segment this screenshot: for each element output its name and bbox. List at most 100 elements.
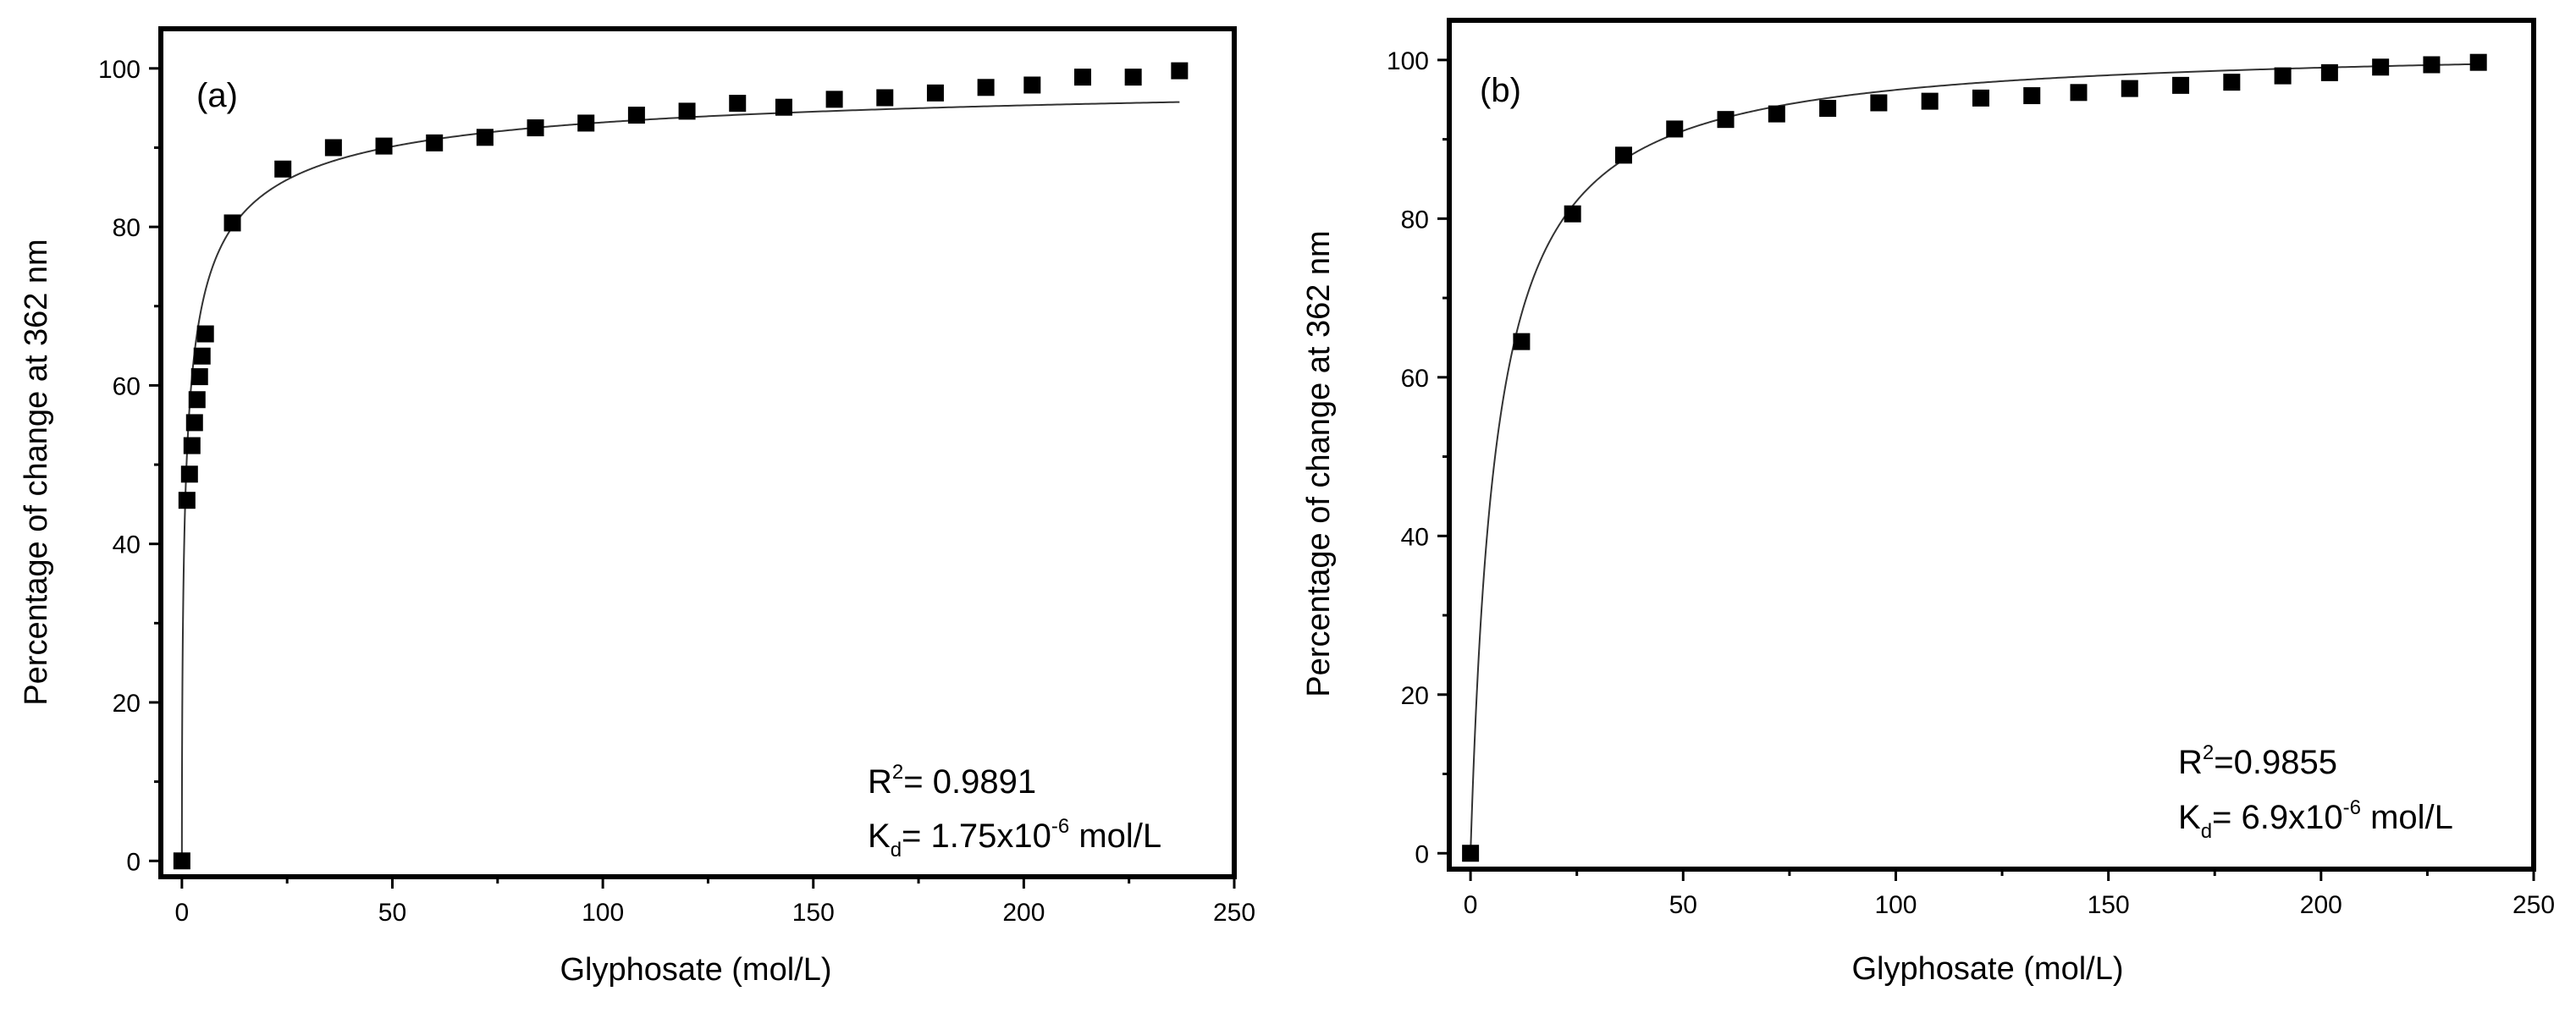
kd-exponent: -6 [1051,815,1069,838]
data-point [1462,845,1480,862]
x-tick-label: 250 [1213,899,1255,927]
data-point [577,114,595,132]
y-tick-label: 0 [1415,840,1429,868]
r2-value: =0.9855 [2214,744,2337,781]
y-tick-labels: 0 20 40 60 80 100 [1387,47,1429,868]
data-point [977,79,995,96]
y-tick-label: 80 [1401,206,1429,234]
r2-superscript: 2 [892,761,903,784]
data-point [2070,84,2088,102]
kd-unit: mol/L [1069,818,1161,855]
y-tick-label: 40 [113,531,141,559]
tick-marks [1437,58,2535,881]
data-point [188,391,206,409]
x-tick-label: 50 [1669,891,1697,919]
x-axis-label: Glyphosate (mol/L) [1851,951,2123,987]
data-point [1666,120,1684,138]
y-tick-label: 60 [1401,365,1429,393]
data-points [173,62,1189,870]
data-point [2274,67,2292,85]
kd-subscript: d [891,839,902,862]
data-point [1614,146,1632,164]
data-point [183,437,201,454]
data-point [1171,62,1189,80]
data-point [926,84,944,102]
data-point [193,347,211,365]
x-tick-label: 200 [2300,891,2342,919]
data-point [223,214,241,232]
data-point [1073,69,1091,86]
data-point [1819,100,1837,118]
kd-annotation: Kd= 1.75x10-6 mol/L [868,815,1161,862]
data-point [729,95,747,113]
r2-prefix: R [868,763,892,801]
y-tick-label: 60 [113,372,141,400]
r2-value: = 0.9891 [903,763,1036,801]
r2-superscript: 2 [2203,741,2214,764]
data-point [324,139,342,157]
kd-unit: mol/L [2361,799,2453,836]
y-tick-labels: 0 20 40 60 80 100 [98,56,141,876]
data-points [1462,53,2487,862]
kd-prefix: K [868,818,891,855]
data-point [1564,205,1581,223]
data-point [375,137,393,155]
data-point [627,107,645,124]
data-point [1972,89,1989,107]
data-point [2320,63,2338,81]
data-point [2469,53,2487,71]
kd-value: = 6.9x10 [2212,799,2343,836]
kd-prefix: K [2178,799,2201,836]
x-tick-label: 100 [582,899,624,927]
x-tick-label: 150 [792,899,835,927]
data-point [274,160,292,178]
data-point [2423,56,2441,74]
y-tick-label: 20 [1401,682,1429,710]
panel-label: (a) [196,77,238,114]
data-point [476,129,494,146]
r2-prefix: R [2178,744,2203,781]
x-axis-label: Glyphosate (mol/L) [560,952,831,988]
data-point [190,368,208,386]
x-tick-label: 250 [2513,891,2555,919]
data-point [678,102,696,120]
chart-panel-a: 0 50 100 150 200 250 0 20 40 60 80 100 (a) R2= 0.9… [19,26,1256,988]
data-point [1921,92,1939,110]
data-point [1124,69,1142,86]
r-squared-annotation: R2=0.9855 [2178,741,2337,781]
data-point [2023,87,2041,105]
fit-curve [1470,63,2479,854]
plot-frame [1447,18,2536,872]
x-tick-label: 50 [378,899,406,927]
tick-marks [149,67,1236,889]
kd-exponent: -6 [2343,796,2361,819]
data-point [2223,74,2241,91]
r-squared-annotation: R2= 0.9891 [868,761,1036,801]
x-tick-label: 0 [175,899,190,927]
data-point [2121,80,2138,97]
y-tick-label: 100 [98,56,141,84]
x-tick-label: 200 [1002,899,1045,927]
chart-panel-b: 0 50 100 150 200 250 0 20 40 60 80 100 (b) R2=0.98… [1301,18,2555,987]
y-tick-label: 20 [113,690,141,718]
x-tick-labels: 0 50 100 150 200 250 [1464,891,2555,919]
y-axis-label: Percentage of change at 362 nm [1301,230,1337,696]
data-point [1023,76,1041,94]
data-point [2172,76,2190,94]
kd-value: = 1.75x10 [902,818,1051,855]
data-point [1768,105,1785,123]
kd-annotation: Kd= 6.9x10-6 mol/L [2178,796,2453,843]
data-point [775,98,792,116]
data-point [426,134,444,151]
x-tick-labels: 0 50 100 150 200 250 [175,899,1256,927]
data-point [2372,58,2390,76]
y-tick-label: 100 [1387,47,1429,75]
x-tick-label: 100 [1874,891,1917,919]
x-tick-label: 0 [1464,891,1478,919]
data-point [178,492,196,509]
x-tick-label: 150 [2088,891,2130,919]
data-point [180,465,198,483]
y-axis-label: Percentage of change at 362 nm [19,239,54,705]
data-point [876,89,894,107]
